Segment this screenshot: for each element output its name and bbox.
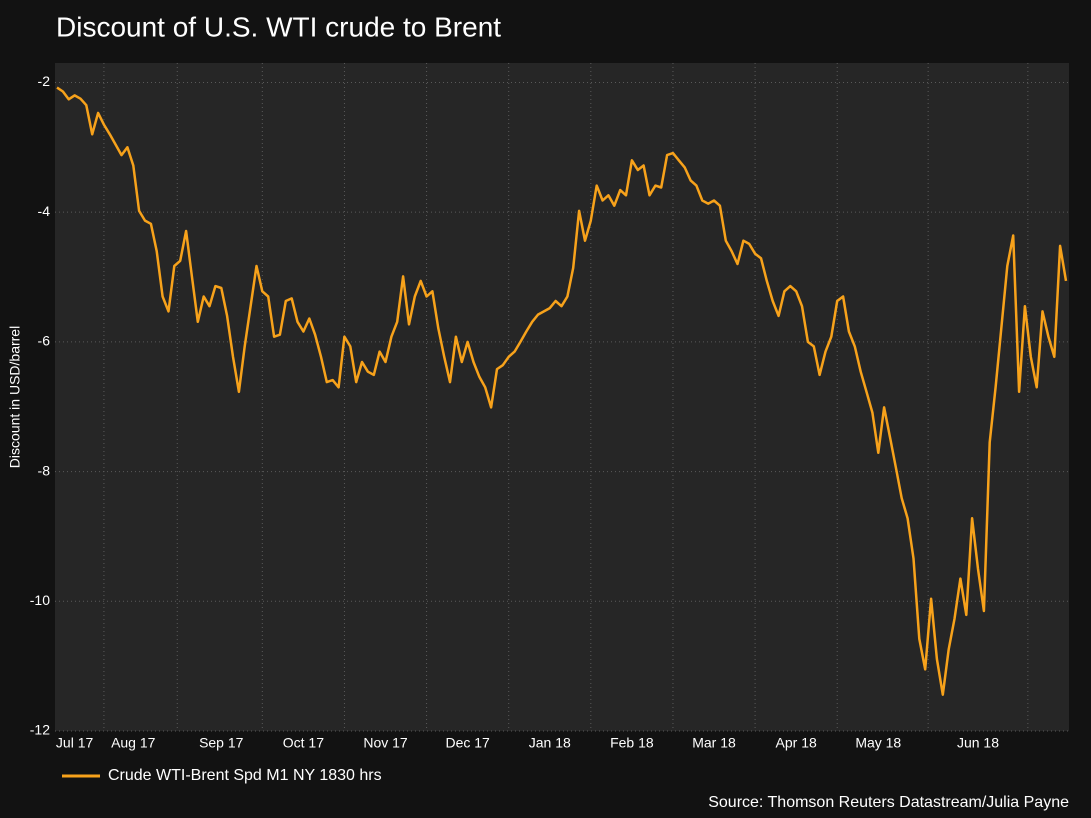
x-tick-label: Jul 17 <box>56 735 94 751</box>
x-tick-label: Aug 17 <box>111 735 156 751</box>
source: Source: Thomson Reuters Datastream/Julia… <box>708 794 1069 811</box>
x-tick-label: Apr 18 <box>776 735 817 751</box>
data-line <box>56 86 1068 696</box>
x-tick-label: Oct 17 <box>283 735 324 751</box>
legend-label: Crude WTI-Brent Spd M1 NY 1830 hrs <box>108 767 382 784</box>
y-tick-label: -4 <box>38 203 51 219</box>
x-tick-label: Sep 17 <box>199 735 244 751</box>
chart-title: Discount of U.S. WTI crude to Brent <box>56 11 501 42</box>
y-axis-label: Discount in USD/barrel <box>7 326 23 468</box>
y-tick-label: -8 <box>38 462 51 478</box>
x-tick-label: Dec 17 <box>445 735 490 751</box>
plot-area <box>55 63 1069 731</box>
x-tick-label: Mar 18 <box>692 735 736 751</box>
y-tick-label: -12 <box>30 722 50 738</box>
x-tick-label: Feb 18 <box>610 735 654 751</box>
x-tick-label: Jun 18 <box>957 735 999 751</box>
y-tick-label: -2 <box>38 73 51 89</box>
y-tick-label: -10 <box>30 592 50 608</box>
x-tick-label: May 18 <box>855 735 901 751</box>
x-tick-label: Jan 18 <box>529 735 571 751</box>
x-tick-label: Nov 17 <box>363 735 408 751</box>
y-tick-label: -6 <box>38 333 51 349</box>
